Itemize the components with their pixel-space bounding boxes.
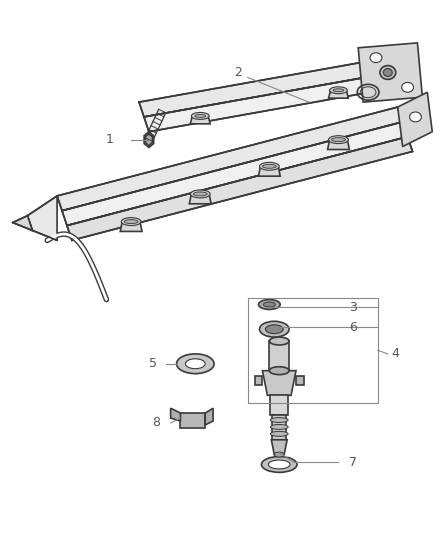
Polygon shape (328, 90, 348, 98)
Ellipse shape (328, 136, 348, 143)
Text: 8: 8 (152, 416, 160, 430)
Ellipse shape (270, 431, 288, 437)
Polygon shape (296, 376, 304, 385)
Ellipse shape (332, 138, 346, 142)
Polygon shape (67, 136, 413, 240)
Ellipse shape (410, 112, 421, 122)
Ellipse shape (329, 87, 347, 94)
Text: 6: 6 (350, 321, 357, 334)
Ellipse shape (261, 457, 297, 472)
Ellipse shape (265, 325, 283, 334)
Ellipse shape (121, 217, 141, 225)
Ellipse shape (333, 89, 344, 92)
Polygon shape (271, 440, 287, 455)
Polygon shape (120, 222, 142, 231)
Polygon shape (205, 408, 213, 425)
Ellipse shape (274, 452, 284, 457)
Ellipse shape (402, 83, 413, 92)
Polygon shape (144, 72, 398, 132)
Polygon shape (272, 415, 286, 440)
Ellipse shape (370, 53, 382, 62)
Polygon shape (139, 58, 393, 117)
Text: 2: 2 (234, 66, 242, 79)
Polygon shape (358, 43, 422, 102)
Ellipse shape (193, 192, 207, 196)
Text: 7: 7 (349, 456, 357, 469)
Polygon shape (62, 122, 408, 225)
Polygon shape (144, 132, 154, 148)
Ellipse shape (269, 367, 289, 375)
Ellipse shape (262, 164, 276, 168)
Polygon shape (398, 92, 432, 147)
Ellipse shape (124, 220, 138, 223)
Ellipse shape (380, 66, 396, 79)
Polygon shape (254, 376, 262, 385)
Polygon shape (180, 413, 205, 428)
Ellipse shape (270, 424, 288, 430)
Polygon shape (328, 140, 350, 149)
Ellipse shape (270, 417, 288, 423)
Text: 5: 5 (149, 357, 157, 370)
Ellipse shape (259, 321, 289, 337)
Polygon shape (189, 194, 211, 204)
Ellipse shape (263, 302, 275, 307)
Polygon shape (269, 341, 289, 370)
Ellipse shape (259, 163, 279, 170)
Ellipse shape (268, 460, 290, 469)
Polygon shape (13, 216, 32, 230)
Polygon shape (191, 116, 210, 124)
Polygon shape (171, 408, 180, 421)
Polygon shape (28, 196, 57, 240)
Polygon shape (262, 370, 296, 395)
Ellipse shape (185, 359, 205, 369)
Text: 3: 3 (350, 301, 357, 314)
Polygon shape (57, 107, 403, 211)
Ellipse shape (195, 115, 206, 117)
Text: 1: 1 (106, 133, 113, 146)
Ellipse shape (258, 300, 280, 310)
Ellipse shape (191, 190, 210, 198)
Text: 4: 4 (392, 348, 399, 360)
Polygon shape (258, 166, 280, 176)
Polygon shape (145, 134, 152, 146)
Ellipse shape (383, 69, 392, 76)
Ellipse shape (177, 354, 214, 374)
Ellipse shape (191, 112, 209, 119)
Polygon shape (270, 395, 288, 415)
Ellipse shape (269, 337, 289, 345)
